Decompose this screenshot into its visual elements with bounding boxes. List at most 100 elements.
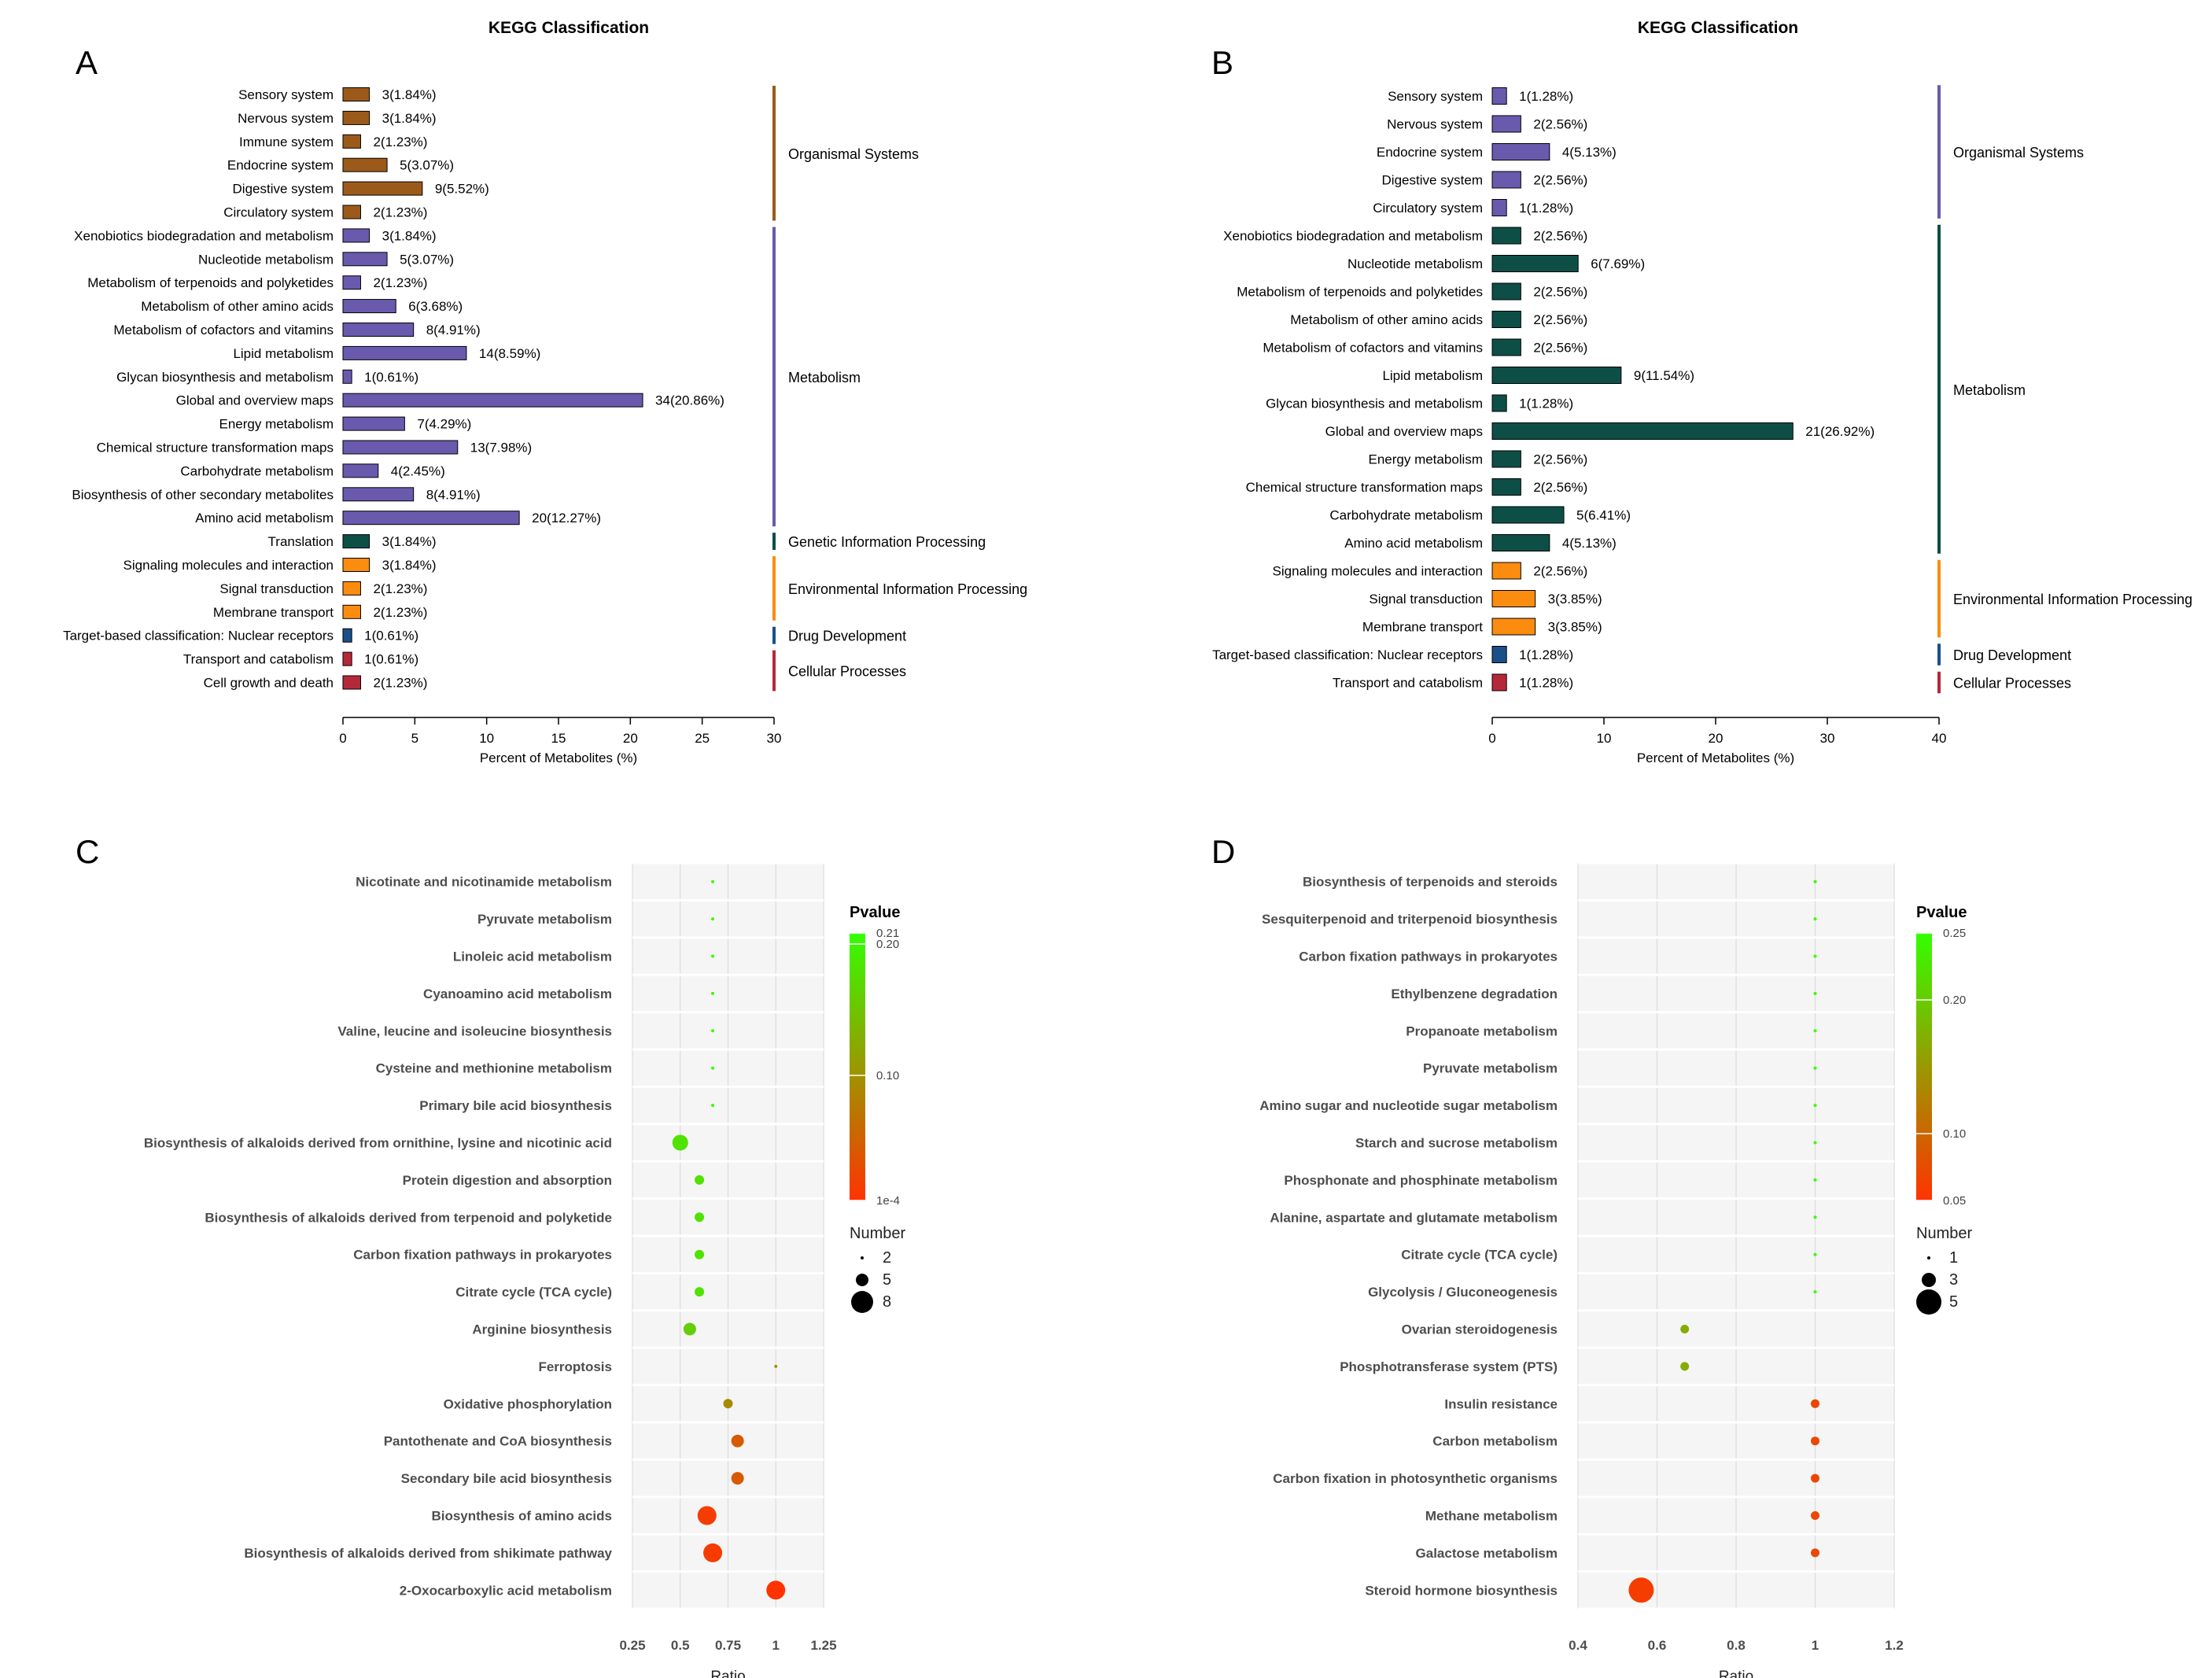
number-legend-label: 5 — [1949, 1293, 1958, 1311]
pathway-label: Biosynthesis of alkaloids derived from t… — [205, 1210, 612, 1225]
group-label: Drug Development — [788, 629, 906, 644]
bar — [1491, 450, 1521, 468]
bar — [342, 581, 361, 596]
bar — [342, 323, 415, 337]
bar — [342, 87, 371, 101]
pvalue-tick-label: 0.21 — [876, 927, 899, 940]
bubble — [683, 1322, 696, 1336]
bar-label: 1(1.28%) — [1519, 676, 1573, 691]
bubble — [766, 1580, 786, 1600]
pathway-label: Ovarian steroidogenesis — [1402, 1322, 1558, 1337]
category-label: Metabolism of cofactors and vitamins — [113, 323, 334, 337]
group-label: Environmental Information Processing — [1953, 592, 2192, 607]
number-legend-label: 2 — [883, 1249, 891, 1267]
bar-label: 34(20.86%) — [655, 393, 724, 408]
bar-label: 21(26.92%) — [1805, 424, 1875, 439]
category-label: Digestive system — [233, 182, 334, 197]
bar — [342, 299, 396, 314]
category-label: Energy metabolism — [1368, 452, 1483, 467]
pathway-label: Sesquiterpenoid and triterpenoid biosynt… — [1262, 912, 1558, 927]
bar-label: 1(0.61%) — [364, 652, 418, 667]
category-label: Energy metabolism — [219, 417, 334, 432]
x-tick-label: 0 — [1488, 731, 1495, 746]
pathway-label: Oxidative phosphorylation — [444, 1396, 612, 1411]
bar — [342, 558, 371, 572]
category-label: Transport and catabolism — [183, 652, 334, 667]
pathway-label: Biosynthesis of terpenoids and steroids — [1303, 875, 1558, 890]
pathway-label: Biosynthesis of alkaloids derived from o… — [144, 1136, 612, 1151]
bar — [1491, 618, 1536, 636]
bar-label: 2(2.56%) — [1533, 173, 1587, 188]
bar — [342, 393, 643, 408]
bar-label: 1(0.61%) — [364, 629, 418, 644]
pathway-label: Amino sugar and nucleotide sugar metabol… — [1259, 1098, 1558, 1113]
bar-label: 2(1.23%) — [373, 676, 427, 691]
pathway-label: Carbon fixation pathways in prokaryotes — [353, 1248, 612, 1263]
bar — [342, 345, 467, 360]
category-label: Circulatory system — [1373, 201, 1483, 216]
bar — [342, 252, 388, 267]
bubble — [711, 991, 715, 995]
bubble — [1811, 1473, 1819, 1483]
bar-label: 3(1.84%) — [382, 228, 437, 243]
pvalue-tick-label: 0.10 — [876, 1069, 899, 1082]
x-tick-label: 40 — [1932, 731, 1947, 746]
category-label: Digestive system — [1382, 173, 1483, 188]
number-legend-dot — [1916, 1289, 1941, 1315]
panel-B: KEGG Classification B Sensory system 1(1.28… — [1211, 19, 2192, 765]
bar — [1491, 590, 1536, 607]
bar — [1491, 115, 1521, 133]
number-legend-dot — [1927, 1256, 1930, 1259]
bubble — [723, 1399, 733, 1409]
bar-label: 2(1.23%) — [373, 135, 427, 149]
x-axis-title: Ratio — [710, 1669, 745, 1678]
bubble — [1680, 1362, 1690, 1371]
pvalue-tick-label: 0.10 — [1943, 1127, 1966, 1141]
bubble — [1813, 954, 1817, 958]
bubble — [703, 1543, 723, 1562]
category-label: Sensory system — [1388, 89, 1483, 104]
bar-label: 8(4.91%) — [426, 487, 481, 502]
bar-label: 2(2.56%) — [1533, 341, 1587, 356]
pathway-label: Pantothenate and CoA biosynthesis — [384, 1434, 612, 1449]
bubble — [1813, 1104, 1817, 1108]
pathway-label: Carbon metabolism — [1432, 1434, 1558, 1449]
bubble — [695, 1249, 705, 1259]
bar-label: 4(2.45%) — [391, 463, 445, 478]
bar — [342, 534, 371, 549]
pvalue-colorbar — [850, 933, 865, 1200]
bubble — [1813, 1290, 1817, 1294]
bubble — [711, 880, 715, 883]
bar-label: 6(3.68%) — [408, 299, 463, 314]
x-tick-label: 0.6 — [1648, 1638, 1667, 1653]
bar — [1491, 338, 1521, 356]
category-label: Membrane transport — [1362, 620, 1483, 635]
category-label: Signal transduction — [219, 581, 334, 596]
category-label: Signal transduction — [1369, 592, 1483, 607]
x-tick-label: 15 — [551, 731, 566, 746]
pathway-label: Arginine biosynthesis — [472, 1322, 612, 1337]
bar-label: 1(1.28%) — [1519, 647, 1573, 662]
panel-label: A — [76, 44, 98, 81]
category-label: Glycan biosynthesis and metabolism — [1266, 396, 1483, 411]
x-axis-title: Percent of Metabolites (%) — [480, 750, 637, 765]
bar — [1491, 282, 1521, 301]
bar-label: 2(1.23%) — [373, 275, 427, 290]
bubble — [1811, 1399, 1819, 1408]
bubble — [1813, 1066, 1817, 1070]
bar — [342, 275, 361, 290]
category-label: Signaling molecules and interaction — [124, 558, 334, 573]
x-tick-label: 5 — [411, 731, 418, 746]
category-label: Nervous system — [1387, 117, 1483, 132]
bar — [342, 675, 361, 690]
pathway-label: Methane metabolism — [1425, 1509, 1558, 1524]
bubble — [1813, 1252, 1817, 1256]
bar — [342, 604, 361, 619]
number-legend-dot — [851, 1291, 873, 1313]
pathway-label: Secondary bile acid biosynthesis — [401, 1471, 612, 1486]
category-label: Translation — [268, 534, 334, 549]
bar — [1491, 646, 1507, 663]
number-legend-label: 3 — [1949, 1271, 1958, 1289]
group-label: Cellular Processes — [1953, 676, 2071, 691]
bar — [342, 181, 423, 196]
